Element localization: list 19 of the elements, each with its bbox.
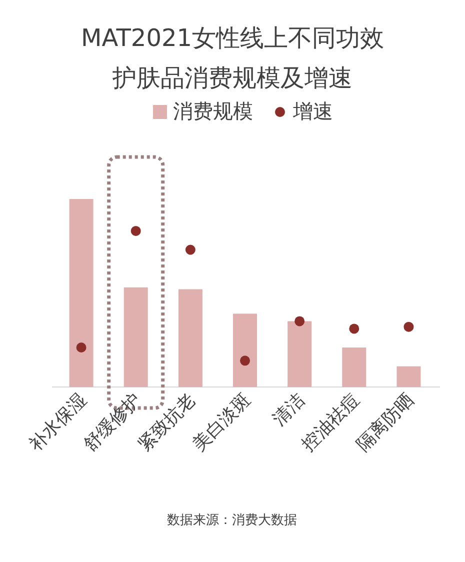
point — [240, 356, 250, 366]
x-tick-label: 清洁 — [268, 390, 310, 430]
point — [404, 322, 414, 332]
chart-title: MAT2021女性线上不同功效护肤品消费规模及增速 — [80, 23, 385, 94]
point — [130, 226, 141, 236]
point — [76, 342, 86, 353]
point — [185, 244, 196, 255]
bar — [288, 321, 312, 387]
legend-label: 消费规模 — [173, 99, 253, 123]
bar — [124, 287, 148, 387]
bar — [396, 366, 421, 387]
bar — [69, 199, 94, 387]
point — [294, 316, 305, 326]
bar — [233, 314, 257, 387]
bar — [178, 289, 202, 387]
bar — [342, 348, 366, 387]
legend-label: 增速 — [292, 99, 333, 123]
source-note: 数据来源：消费大数据 — [167, 513, 297, 528]
point — [349, 324, 360, 334]
